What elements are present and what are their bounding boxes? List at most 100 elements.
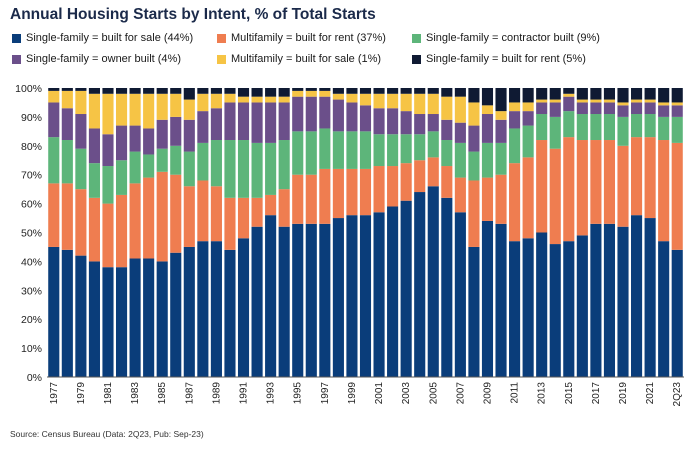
bar-segment [115,194,128,268]
bar-segment [522,157,534,239]
x-tick-label: 1999 [347,382,358,405]
bar-segment [414,93,426,115]
bar-segment [427,88,439,94]
bar-segment [563,111,575,138]
legend-swatch [12,54,21,64]
bar-segment [631,99,643,103]
bar-segment [522,125,534,158]
bar-segment [278,226,290,377]
y-tick-label: 10% [21,343,42,355]
bar-segment [576,88,588,100]
bar-segment [671,116,683,143]
bar-segment [102,267,114,377]
x-tick-label: 2013 [537,382,548,405]
bar-segment [387,88,399,94]
bar-segment [183,88,195,100]
bar-segment [237,238,250,377]
bar-segment [278,96,290,103]
bar-segment [183,186,195,247]
bar-segment [658,105,670,117]
bar-segment [671,105,683,117]
bar-segment [292,223,304,377]
bar-segment [590,99,602,103]
bar-segment [387,108,399,135]
bar-segment [292,96,304,132]
bar-segment [603,88,616,100]
bar-segment [359,215,372,377]
bar-segment [590,140,602,224]
bar-segment [468,88,480,103]
y-tick-label: 80% [21,141,42,153]
x-tick-label: 1987 [184,382,195,405]
bar-segment [387,166,399,207]
bar-segment [454,142,466,178]
bar-segment [387,134,399,167]
bar-segment [319,168,331,224]
bar-segment [454,212,466,377]
legend-label: Single-family = contractor built (9%) [426,32,600,44]
bar-segment [129,151,141,184]
bar-segment [197,142,209,181]
bar-segment [373,134,385,167]
bar-segment [563,96,575,112]
bar-segment [454,88,466,97]
bar-segment [346,88,358,94]
y-tick-label: 90% [21,112,42,124]
bar-segment [251,197,263,227]
bar-segment [563,93,575,97]
x-tick-label: 2017 [591,382,602,405]
bar-segment [156,119,168,149]
bar-segment [346,131,358,169]
bar-segment [156,171,168,262]
bar-segment [265,88,277,97]
bar-segment [224,249,236,377]
bar-segment [197,111,209,143]
bar-segment [129,88,141,94]
bar-segment [427,131,439,158]
legend-label: Multifamily = built for sale (1%) [231,53,382,65]
bar-segment [265,102,277,143]
bar-segment [305,96,317,132]
bar-segment [617,105,629,117]
bar-segment [332,168,344,219]
bar-segment [509,128,521,164]
bar-segment [265,194,277,216]
bar-segment [319,223,331,377]
bar-segment [359,105,372,132]
legend-item-mf-sale: Multifamily = built for sale (1%) [217,53,381,65]
bar-segment [224,140,236,198]
bar-segment [387,206,399,377]
bar-segment [115,267,128,377]
y-tick-label: 40% [21,256,42,268]
bar-segment [454,96,466,123]
bar-segment [427,186,439,377]
bar-segment [292,131,304,175]
bar-segment [143,93,155,129]
bar-segment [332,88,344,94]
bar-segment [305,90,317,97]
bar-segment [224,197,236,250]
bar-segment [644,114,656,138]
bar-segment [603,140,616,224]
legend-item-sf-sale: Single-family = built for sale (44%) [12,32,193,44]
bar-segment [143,258,155,377]
bar-segment [129,258,141,377]
x-tick-label: 2003 [401,382,412,405]
bar-segment [400,200,412,377]
bar-segment [468,180,480,247]
bar-segment [536,102,548,115]
bar-segment [454,177,466,213]
bar-segment [603,114,616,141]
bar-segment [658,88,670,103]
bar-segment [427,93,439,115]
bar-segment [170,116,182,146]
bar-segment [251,226,263,377]
bar-segment [481,114,494,143]
bar-segment [88,128,100,164]
bar-segment [332,218,344,377]
bar-segment [576,114,588,141]
bar-segment [210,88,222,94]
bar-segment [359,168,372,216]
bar-segment [481,142,494,178]
bar-segment [400,88,412,94]
